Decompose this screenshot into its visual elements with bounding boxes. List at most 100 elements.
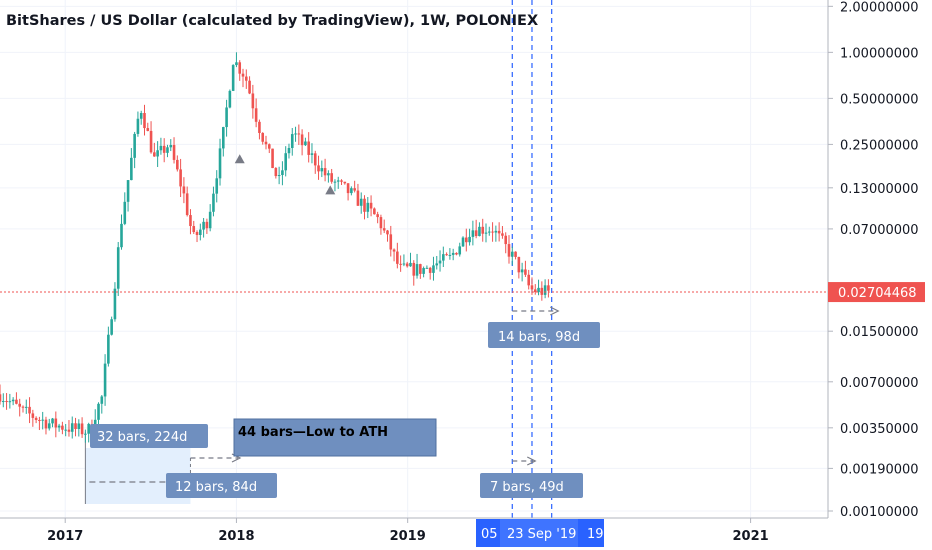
candle-body <box>465 237 468 243</box>
candle-body <box>64 429 67 431</box>
candle-body <box>320 168 324 172</box>
candle-body <box>241 73 245 77</box>
candle-body <box>44 419 48 429</box>
candle-body <box>54 418 58 428</box>
candle-body <box>290 134 294 149</box>
candle-body <box>80 423 84 435</box>
range-label-12-bars[interactable]: 12 bars, 84d <box>166 473 277 498</box>
date-label-left: 05 <box>481 527 498 542</box>
range-label-7-bars[interactable]: 7 bars, 49d <box>480 473 583 498</box>
candle-body <box>202 221 205 230</box>
candle-body <box>317 165 320 172</box>
candle-body <box>304 141 307 146</box>
candle-body <box>419 264 422 274</box>
range-label-32-bars-text: 32 bars, 224d <box>97 430 187 445</box>
candle-body <box>287 148 291 154</box>
candle-body <box>323 168 327 176</box>
price-axis-ticks: 2.00000000 1.00000000 0.50000000 0.25000000… <box>828 0 919 520</box>
candle-body <box>120 223 123 248</box>
note-low-to-ath[interactable]: 44 bars—Low to ATH <box>233 418 437 457</box>
candle-body <box>156 150 159 157</box>
candle-body <box>382 228 386 231</box>
candle-body <box>208 211 212 229</box>
candle-body <box>277 175 281 177</box>
candle-body <box>231 65 235 91</box>
candle-body <box>350 188 353 194</box>
candle-body <box>130 157 133 181</box>
candle-body <box>402 263 406 265</box>
candle-body <box>107 334 110 364</box>
candle-body <box>235 62 238 66</box>
candle-body <box>425 267 429 269</box>
candle-body <box>517 256 521 273</box>
candle-body <box>458 246 462 255</box>
candle-body <box>169 145 173 148</box>
candle-body <box>435 263 439 266</box>
candle-body <box>336 180 340 182</box>
candle-body <box>514 251 517 257</box>
candle-body <box>494 230 498 233</box>
candle-body <box>136 118 140 134</box>
y-tick-label: 0.13000000 <box>840 182 919 197</box>
range-label-14-bars[interactable]: 14 bars, 98d <box>488 322 600 348</box>
range-label-12-bars-text: 12 bars, 84d <box>175 480 257 495</box>
candle-body <box>409 262 412 267</box>
candle-body <box>271 148 274 169</box>
y-tick-label: 0.01500000 <box>840 325 919 340</box>
candle-body <box>103 363 107 397</box>
price-axis[interactable] <box>828 0 932 550</box>
candle-body <box>238 62 242 74</box>
candle-body <box>376 214 379 218</box>
candle-body <box>61 425 64 430</box>
range-label-32-bars[interactable]: 32 bars, 224d <box>90 424 208 448</box>
candle-body <box>422 268 425 274</box>
y-tick-label: 2.00000000 <box>840 0 919 15</box>
candle-body <box>330 173 333 182</box>
candle-body <box>166 147 169 153</box>
candle-body <box>41 419 44 421</box>
candle-body <box>162 145 166 153</box>
candle-body <box>487 231 491 233</box>
candle-body <box>455 252 458 255</box>
candle-body <box>205 221 209 229</box>
candle-body <box>70 423 74 432</box>
y-tick-label: 0.00700000 <box>840 376 919 391</box>
candle-body <box>146 128 150 131</box>
candles <box>0 52 550 443</box>
candle-body <box>244 76 248 81</box>
candle-body <box>297 133 301 135</box>
x-tick-label: 2019 <box>390 529 426 544</box>
candle-body <box>313 153 317 166</box>
candle-body <box>251 93 255 109</box>
candle-body <box>57 425 61 428</box>
candle-body <box>254 108 258 122</box>
note-low-to-ath-text: 44 bars—Low to ATH <box>238 425 388 440</box>
candle-body <box>359 198 363 206</box>
candle-body <box>189 215 192 227</box>
date-label-right: 19 <box>587 527 604 542</box>
candle-body <box>432 265 435 273</box>
candle-body <box>248 80 251 94</box>
candle-body <box>261 132 265 142</box>
candle-body <box>504 235 508 245</box>
candle-body <box>327 173 330 176</box>
candle-body <box>218 148 222 179</box>
candle-body <box>507 244 511 257</box>
markers <box>234 154 336 195</box>
candle-body <box>192 226 196 233</box>
candle-body <box>415 264 419 276</box>
candle-body <box>340 180 343 182</box>
candle-body <box>8 401 12 403</box>
candle-body <box>87 423 90 434</box>
candle-body <box>74 423 77 429</box>
candle-body <box>412 262 416 276</box>
y-tick-label: 0.25000000 <box>840 138 919 153</box>
candle-body <box>179 169 182 187</box>
candle-body <box>97 403 100 420</box>
candle-body <box>149 130 153 153</box>
y-tick-label: 0.00190000 <box>840 462 919 477</box>
candle-body <box>110 319 113 335</box>
time-axis-ticks[interactable]: 2017 2018 2019 2021 <box>47 518 769 544</box>
